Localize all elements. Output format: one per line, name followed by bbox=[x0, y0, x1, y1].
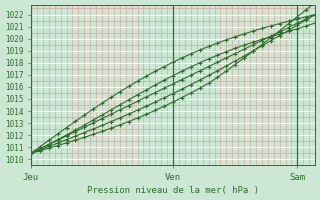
X-axis label: Pression niveau de la mer( hPa ): Pression niveau de la mer( hPa ) bbox=[87, 186, 259, 195]
